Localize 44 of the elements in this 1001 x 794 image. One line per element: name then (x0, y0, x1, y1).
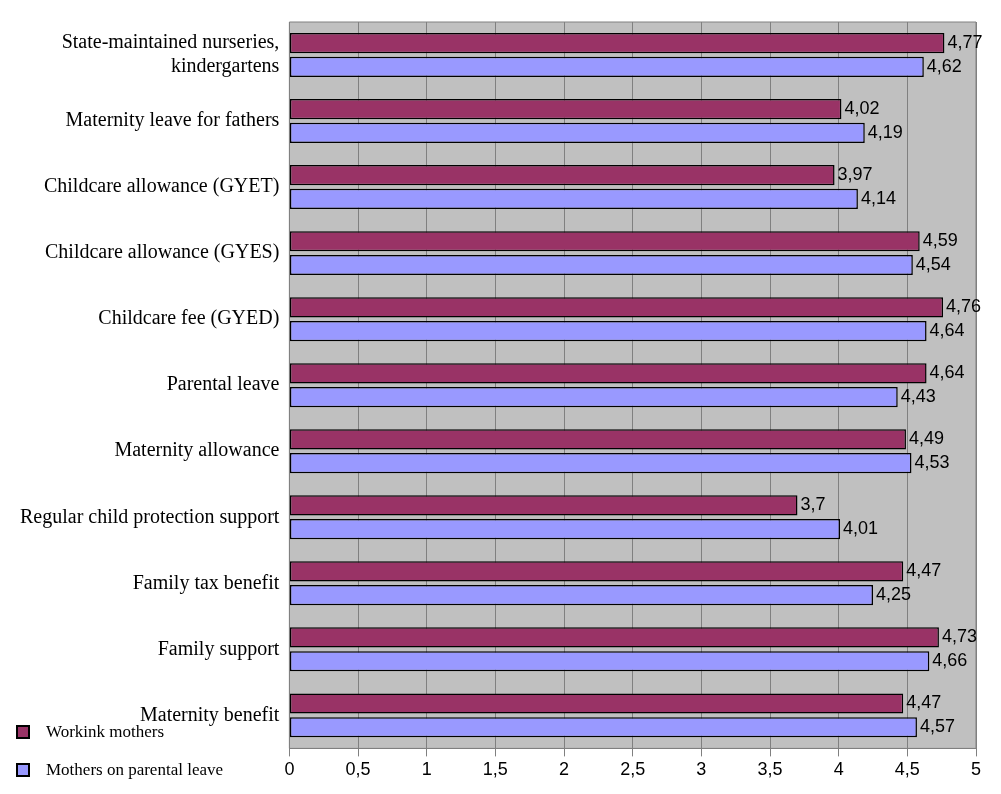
y-tick-label: Childcare fee (GYED) (98, 306, 280, 330)
data-label: 4,14 (860, 187, 896, 208)
x-tick-label: 1,5 (482, 759, 508, 780)
data-label: 4,02 (844, 98, 880, 119)
y-tick-label: Childcare allowance (GYET) (43, 174, 280, 198)
x-tick-label: 2,5 (620, 759, 646, 780)
y-tick-label: Family tax benefit (132, 570, 280, 594)
x-tick-label: 0 (284, 759, 295, 780)
x-tick-label: 2 (559, 759, 570, 780)
data-label: 4,25 (876, 584, 912, 605)
y-tick-label: State-maintained nurseries, kindergartens (61, 30, 280, 78)
y-tick-label: Regular child protection support (19, 504, 280, 528)
data-label: 4,76 (946, 296, 982, 317)
y-tick-label: Maternity leave for fathers (65, 108, 280, 132)
y-tick-label: Maternity allowance (114, 438, 280, 462)
y-tick-label: Parental leave (166, 372, 280, 395)
x-tick-label: 4 (833, 759, 844, 780)
x-tick-label: 5 (970, 759, 982, 780)
data-label: 4,43 (900, 386, 936, 407)
x-tick-label: 4,5 (894, 759, 920, 780)
data-label: 4,47 (906, 692, 942, 713)
data-label: 3,97 (837, 164, 873, 185)
y-tick-label: Family support (157, 636, 280, 660)
data-label: 4,64 (929, 320, 965, 341)
data-label: 4,77 (947, 32, 983, 53)
data-label: 4,53 (914, 452, 950, 473)
data-label: 4,66 (932, 650, 968, 671)
data-label: 3,7 (800, 494, 826, 515)
data-label: 4,47 (906, 560, 942, 581)
data-label: 4,19 (867, 121, 903, 142)
data-label: 4,57 (919, 716, 955, 737)
data-label: 4,54 (915, 253, 951, 274)
data-label: 4,73 (941, 626, 977, 647)
x-tick-label: 0,5 (345, 759, 371, 780)
data-label: 4,49 (908, 428, 945, 449)
x-tick-label: 3 (696, 759, 707, 780)
legend-label: Mothers on parental leave (46, 760, 224, 780)
x-tick-label: 3,5 (757, 759, 783, 780)
x-tick-label: 1 (421, 759, 432, 780)
y-tick-label: Childcare allowance (GYES) (45, 240, 280, 264)
data-label: 4,64 (929, 362, 965, 383)
data-label: 4,01 (843, 518, 879, 539)
data-label: 4,62 (926, 55, 962, 76)
data-label: 4,59 (922, 230, 958, 251)
